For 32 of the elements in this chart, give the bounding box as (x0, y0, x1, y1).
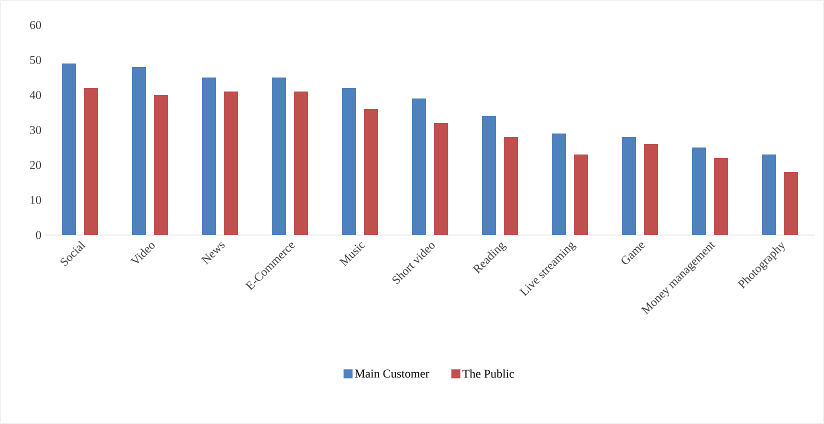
bar (412, 98, 426, 235)
y-tick-label: 50 (30, 56, 42, 64)
bar (482, 116, 496, 235)
bar (552, 134, 566, 235)
y-tick-label: 60 (30, 20, 42, 30)
y-tick-label: 30 (30, 126, 42, 134)
bar (132, 67, 146, 235)
bar (84, 88, 98, 235)
bar (692, 148, 706, 235)
bar (62, 64, 76, 235)
bar (202, 78, 216, 235)
legend-label: The Public (462, 369, 514, 378)
y-tick-label: 0 (36, 230, 42, 240)
bar (574, 154, 588, 235)
bar (272, 78, 286, 235)
bar (224, 92, 238, 235)
bar (622, 137, 636, 235)
bar (714, 158, 728, 235)
y-tick-label: 20 (30, 160, 42, 170)
legend-label: Main Customer (354, 370, 430, 378)
bar (504, 137, 518, 235)
bar (434, 123, 448, 235)
bar (294, 92, 308, 235)
y-tick-label: 40 (30, 90, 42, 100)
y-tick-label: 10 (30, 196, 42, 204)
bar (644, 144, 658, 235)
bar (364, 109, 378, 235)
bar (154, 95, 168, 235)
bar (762, 154, 776, 235)
bar (342, 88, 356, 235)
x-tick-label: Video (130, 243, 155, 264)
bar (784, 172, 798, 235)
